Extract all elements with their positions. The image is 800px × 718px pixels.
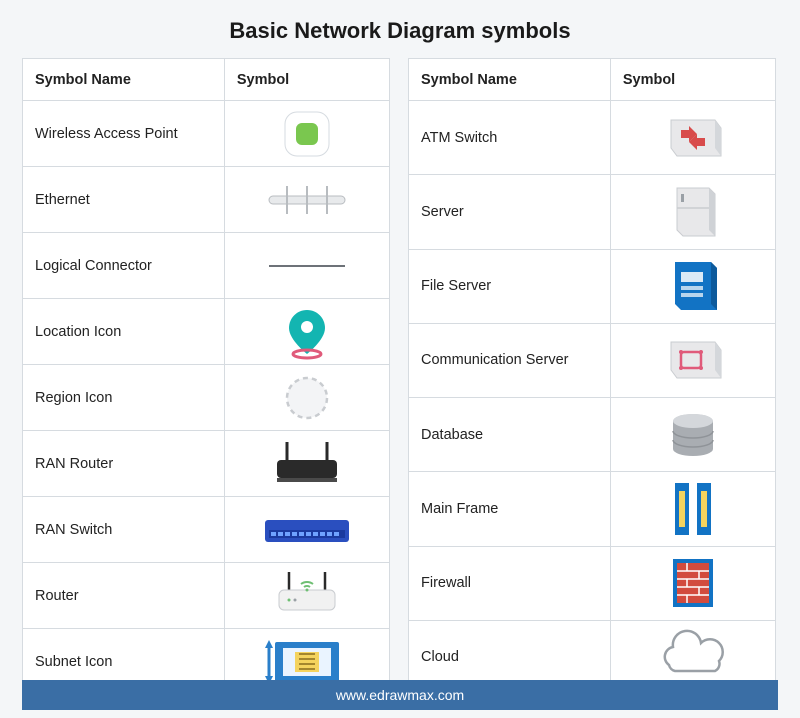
- symbol-name-cell: ATM Switch: [409, 101, 611, 175]
- symbol-name-cell: File Server: [409, 249, 611, 323]
- wap-icon: [257, 106, 357, 162]
- database-icon: [643, 407, 743, 463]
- table-row: Location Icon: [23, 299, 390, 365]
- logical-connector-icon: [257, 238, 357, 294]
- symbol-icon-cell: [224, 299, 389, 365]
- symbol-icon-cell: [224, 167, 389, 233]
- page-title: Basic Network Diagram symbols: [22, 18, 778, 44]
- symbol-icon-cell: [610, 175, 775, 249]
- table-row: Ethernet: [23, 167, 390, 233]
- symbol-name-cell: Region Icon: [23, 365, 225, 431]
- symbol-icon-cell: [224, 365, 389, 431]
- atm-switch-icon: [643, 110, 743, 166]
- ethernet-icon: [257, 172, 357, 228]
- comm-server-icon: [643, 332, 743, 388]
- col-header-name: Symbol Name: [23, 59, 225, 101]
- left-symbol-table: Symbol Name Symbol Wireless Access Point…: [22, 58, 390, 695]
- firewall-icon: [643, 555, 743, 611]
- file-server-icon: [643, 258, 743, 314]
- footer-bar: www.edrawmax.com: [22, 680, 778, 710]
- table-row: ATM Switch: [409, 101, 776, 175]
- symbol-icon-cell: [224, 101, 389, 167]
- symbol-icon-cell: [610, 546, 775, 620]
- symbol-name-cell: Router: [23, 563, 225, 629]
- symbol-name-cell: Server: [409, 175, 611, 249]
- symbol-icon-cell: [224, 497, 389, 563]
- col-header-symbol: Symbol: [224, 59, 389, 101]
- diagram-container: Basic Network Diagram symbols Symbol Nam…: [0, 0, 800, 695]
- symbol-name-cell: Database: [409, 398, 611, 472]
- symbol-name-cell: Communication Server: [409, 323, 611, 397]
- table-row: Router: [23, 563, 390, 629]
- table-row: Server: [409, 175, 776, 249]
- symbol-icon-cell: [224, 233, 389, 299]
- symbol-name-cell: Location Icon: [23, 299, 225, 365]
- footer-url: www.edrawmax.com: [336, 687, 464, 703]
- table-row: Main Frame: [409, 472, 776, 546]
- table-row: Region Icon: [23, 365, 390, 431]
- symbol-name-cell: Ethernet: [23, 167, 225, 233]
- right-symbol-table: Symbol Name Symbol ATM SwitchServerFile …: [408, 58, 776, 695]
- tables-wrapper: Symbol Name Symbol Wireless Access Point…: [22, 58, 778, 695]
- table-row: Communication Server: [409, 323, 776, 397]
- symbol-name-cell: RAN Switch: [23, 497, 225, 563]
- table-row: RAN Switch: [23, 497, 390, 563]
- table-row: Logical Connector: [23, 233, 390, 299]
- table-row: Wireless Access Point: [23, 101, 390, 167]
- server-icon: [643, 184, 743, 240]
- col-header-name: Symbol Name: [409, 59, 611, 101]
- ran-switch-icon: [257, 502, 357, 558]
- col-header-symbol: Symbol: [610, 59, 775, 101]
- region-icon: [257, 370, 357, 426]
- symbol-icon-cell: [224, 431, 389, 497]
- symbol-name-cell: Wireless Access Point: [23, 101, 225, 167]
- symbol-icon-cell: [610, 472, 775, 546]
- symbol-icon-cell: [610, 101, 775, 175]
- location-icon: [257, 304, 357, 360]
- symbol-icon-cell: [610, 323, 775, 397]
- symbol-name-cell: RAN Router: [23, 431, 225, 497]
- symbol-icon-cell: [610, 249, 775, 323]
- ran-router-icon: [257, 436, 357, 492]
- symbol-name-cell: Logical Connector: [23, 233, 225, 299]
- symbol-icon-cell: [610, 398, 775, 472]
- cloud-icon: [643, 629, 743, 685]
- table-row: Database: [409, 398, 776, 472]
- symbol-icon-cell: [224, 563, 389, 629]
- mainframe-icon: [643, 481, 743, 537]
- router-icon: [257, 568, 357, 624]
- table-row: RAN Router: [23, 431, 390, 497]
- symbol-name-cell: Firewall: [409, 546, 611, 620]
- table-row: Firewall: [409, 546, 776, 620]
- symbol-name-cell: Main Frame: [409, 472, 611, 546]
- table-row: File Server: [409, 249, 776, 323]
